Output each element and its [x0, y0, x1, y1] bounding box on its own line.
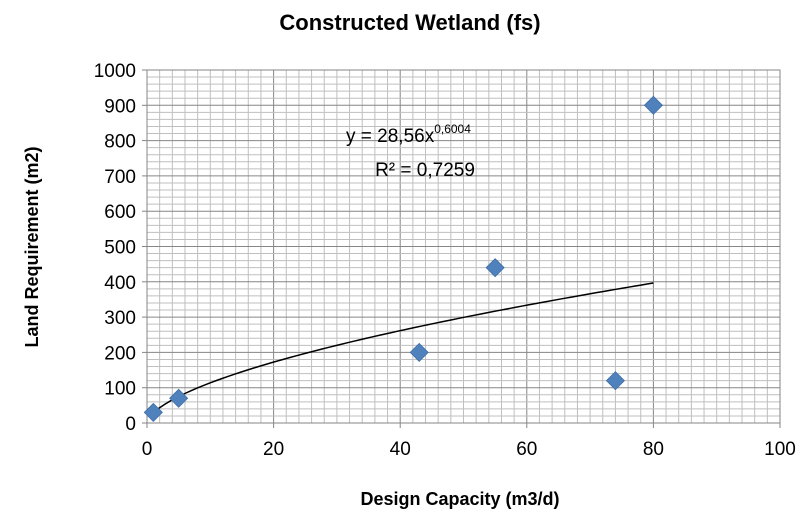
x-tick-label: 40 [390, 439, 411, 460]
trendline-r-squared: R² = 0,7259 [375, 160, 475, 181]
y-tick-label: 0 [125, 414, 136, 435]
y-tick-label: 700 [104, 167, 136, 188]
y-tick-label: 600 [104, 202, 136, 223]
y-tick-label: 400 [104, 273, 136, 294]
trendline-equation-exponent: 0,6004 [434, 122, 471, 136]
trendline [152, 282, 654, 414]
data-point [409, 342, 429, 362]
x-axis-title: Design Capacity (m3/d) [360, 489, 559, 509]
y-tick-label: 1000 [94, 61, 136, 82]
y-tick-label: 900 [104, 96, 136, 117]
x-tick-label: 100 [764, 439, 796, 460]
y-tick-label: 300 [104, 308, 136, 329]
x-tick-label: 80 [643, 439, 664, 460]
x-tick-label: 20 [263, 439, 284, 460]
data-point [143, 402, 163, 422]
x-axis: 0 20 40 60 80 100 [142, 423, 796, 460]
chart-title: Constructed Wetland (fs) [279, 10, 540, 35]
grid [147, 70, 780, 423]
x-tick-label: 0 [142, 439, 153, 460]
x-tick-label: 60 [516, 439, 537, 460]
data-points [143, 95, 663, 422]
y-tick-label: 800 [104, 132, 136, 153]
y-axis-title: Land Requirement (m2) [22, 146, 42, 347]
trendline-equation-base: y = 28,56x [346, 126, 435, 147]
trendline-equation: y = 28,56x0,6004 [346, 122, 471, 147]
y-tick-label: 500 [104, 238, 136, 259]
data-point [169, 388, 189, 408]
y-tick-label: 200 [104, 343, 136, 364]
data-point [643, 95, 663, 115]
y-axis: 0 100 200 300 400 500 600 700 800 900 1000 [94, 61, 147, 435]
data-point [485, 258, 505, 278]
y-tick-label: 100 [104, 379, 136, 400]
data-point [605, 371, 625, 391]
